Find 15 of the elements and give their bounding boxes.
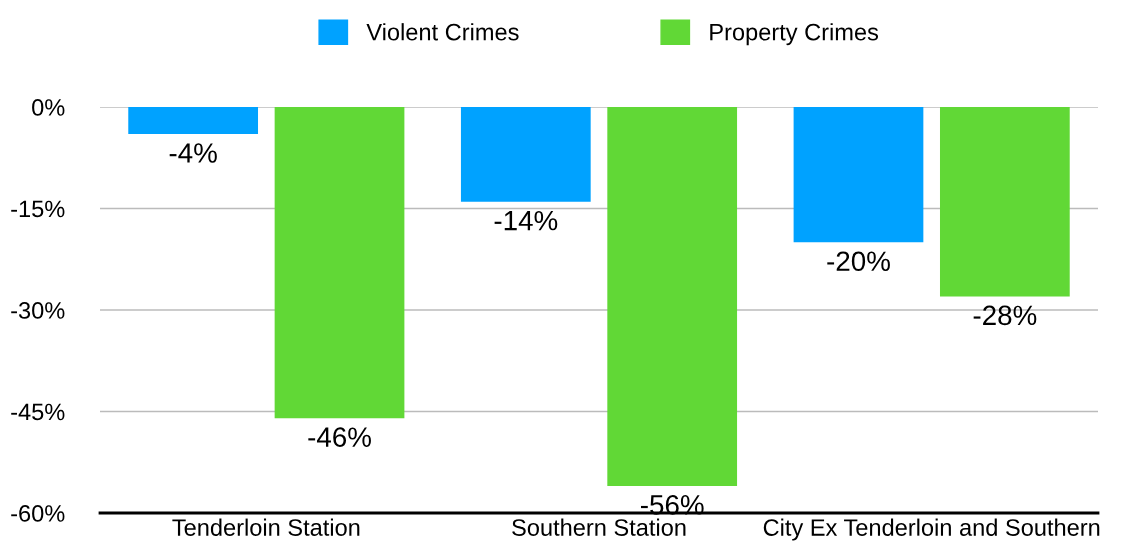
legend-label: Property Crimes xyxy=(710,23,879,46)
data-label: -28% xyxy=(973,305,1037,326)
y-tick-label: -60% xyxy=(11,505,65,522)
x-tick-label: City Ex Tenderloin and Southern xyxy=(763,518,1100,541)
legend-label: Violent Crimes xyxy=(366,23,519,41)
data-label: -14% xyxy=(494,210,558,231)
data-label: -4% xyxy=(169,143,217,163)
y-tick-label: 0% xyxy=(32,99,65,116)
data-label: -20% xyxy=(827,251,890,272)
y-tick-label: -30% xyxy=(11,302,65,319)
y-tick-label: -45% xyxy=(11,403,65,421)
x-tick-label: Tenderloin Station xyxy=(172,518,360,536)
y-tick-label: -15% xyxy=(11,200,65,218)
data-label: -46% xyxy=(308,427,371,447)
x-tick-label: Southern Station xyxy=(512,518,686,536)
